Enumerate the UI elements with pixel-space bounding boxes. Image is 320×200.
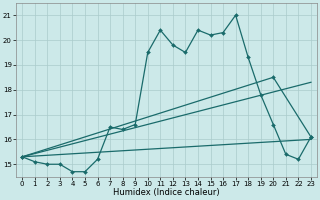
X-axis label: Humidex (Indice chaleur): Humidex (Indice chaleur) <box>113 188 220 197</box>
